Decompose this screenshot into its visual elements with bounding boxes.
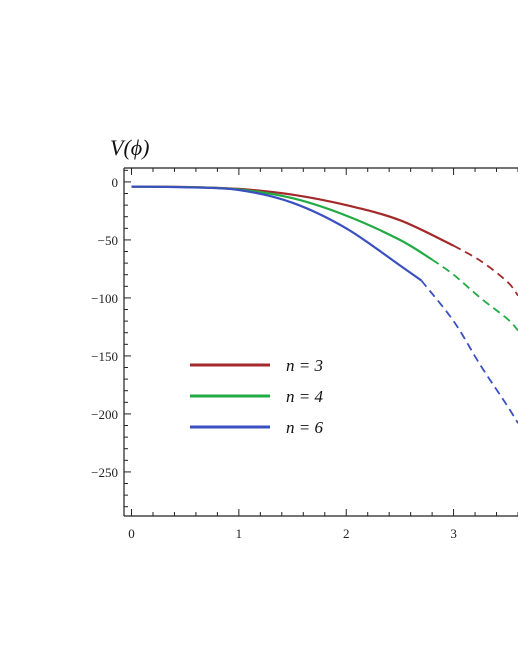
legend-label-2: n = 4 bbox=[286, 387, 323, 406]
x-tick-label: 1 bbox=[236, 526, 243, 541]
y-axis-label: V(ϕ) bbox=[110, 135, 149, 160]
tick-layer: 0 1 2 3 0 −50 −100 −150 −200 −250 bbox=[91, 168, 518, 541]
legend-label-3: n = 6 bbox=[286, 418, 323, 437]
series-line-2-dashed bbox=[431, 258, 518, 332]
legend-layer: n = 3 n = 4 n = 6 bbox=[190, 356, 323, 437]
x-tick-label: 2 bbox=[343, 526, 350, 541]
x-tick-label: 3 bbox=[450, 526, 457, 541]
series-line-2-solid bbox=[131, 185, 433, 261]
y-tick-label: −250 bbox=[91, 465, 118, 480]
y-tick-label: −150 bbox=[91, 349, 118, 364]
series-layer bbox=[131, 185, 518, 424]
series-line-3-dashed bbox=[420, 279, 518, 424]
y-tick-label: −50 bbox=[98, 233, 118, 248]
y-tick-label: 0 bbox=[112, 175, 119, 190]
series-line-1-dashed bbox=[453, 244, 518, 297]
y-tick-label: −200 bbox=[91, 407, 118, 422]
y-tick-label: −100 bbox=[91, 291, 118, 306]
x-tick-label: 0 bbox=[128, 526, 135, 541]
frame-layer bbox=[123, 167, 518, 517]
legend-label-1: n = 3 bbox=[286, 356, 323, 375]
series-line-1-solid bbox=[131, 185, 455, 247]
series-line-3-solid bbox=[131, 185, 423, 282]
